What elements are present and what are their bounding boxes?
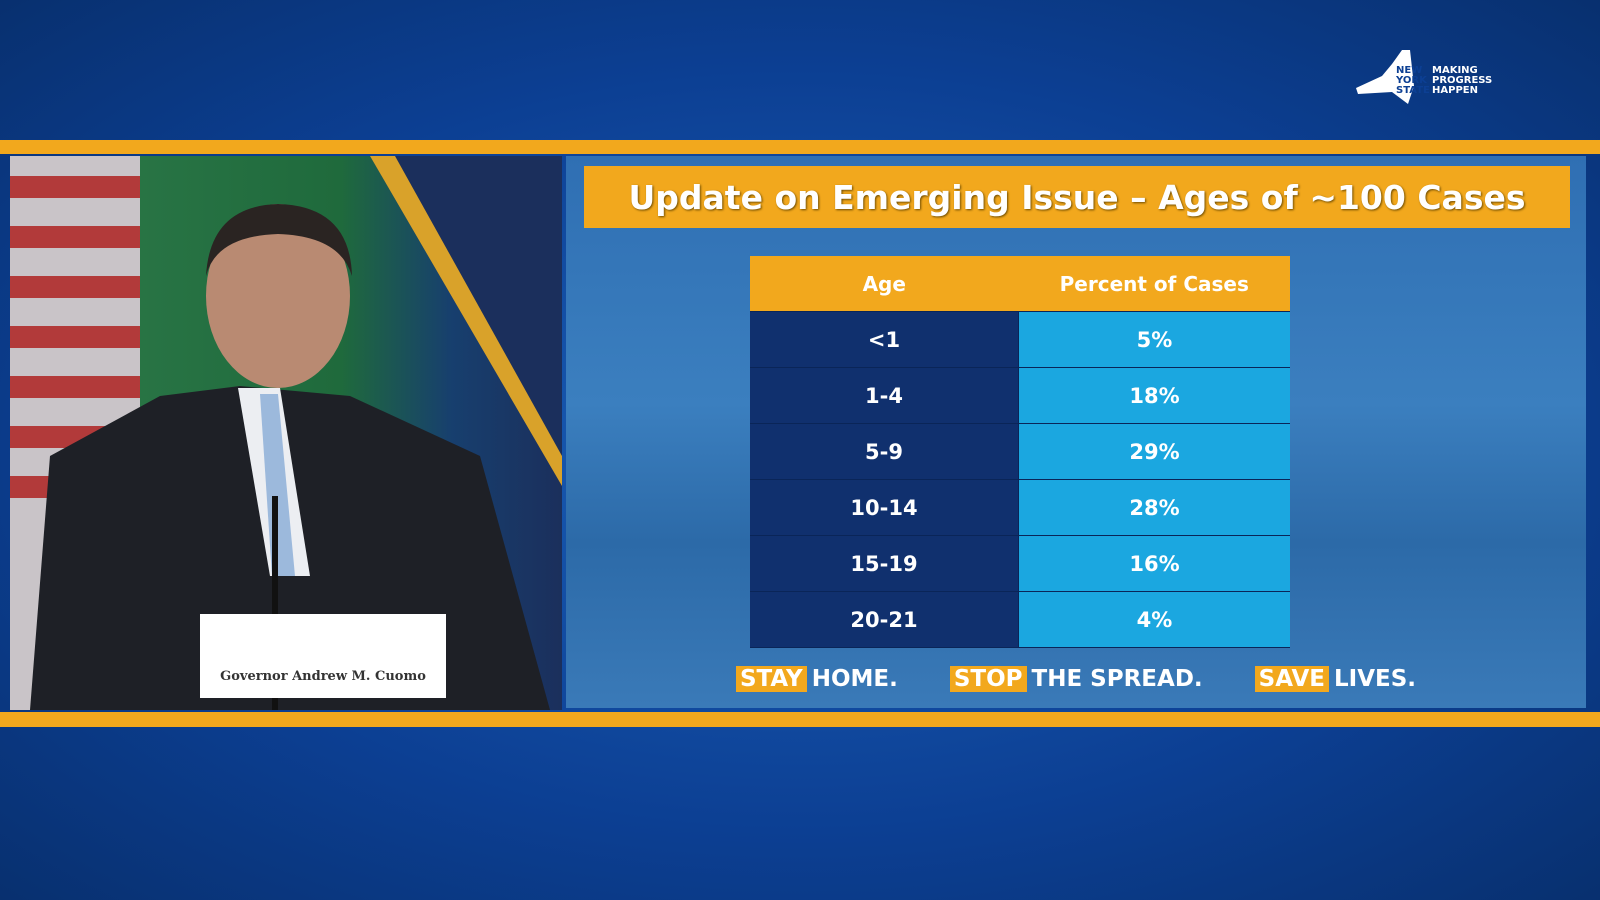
header-cell: Percent of Cases: [1018, 256, 1290, 312]
table-row: <1 5%: [750, 311, 1290, 368]
nameplate: Governor Andrew M. Cuomo: [200, 614, 446, 698]
bottom-stripe: [0, 712, 1600, 727]
slogan-highlight: SAVE: [1254, 666, 1329, 692]
table-row: 10-14 28%: [750, 479, 1290, 536]
table-row: 15-19 16%: [750, 535, 1290, 592]
header-row: Age Percent of Cases: [750, 256, 1290, 312]
slogan-highlight: STOP: [949, 666, 1027, 692]
slogans: STAY HOME. STOP THE SPREAD. SAVE LIVES.: [566, 666, 1586, 692]
table-cell: 18%: [1018, 367, 1290, 424]
table-cell: 20-21: [750, 591, 1019, 648]
speaker-scene: [10, 156, 562, 710]
cases-table: Age Percent of Cases <1 5% 1-4 18% 5-9 29% 10-14…: [750, 256, 1290, 648]
header-cell: Age: [750, 256, 1019, 312]
table-cell: 15-19: [750, 535, 1019, 592]
video-feed: Governor Andrew M. Cuomo: [10, 156, 562, 710]
top-stripe: [0, 140, 1600, 154]
table-cell: <1: [750, 311, 1019, 368]
slogan-highlight: STAY: [735, 666, 807, 692]
table-cell: 5-9: [750, 423, 1019, 480]
slogan-text: HOME.: [811, 666, 898, 692]
table-cell: 1-4: [750, 367, 1019, 424]
table-cell: 10-14: [750, 479, 1019, 536]
slogan: STAY HOME.: [735, 666, 898, 692]
slogan: SAVE LIVES.: [1254, 666, 1417, 692]
slogan-text: THE SPREAD.: [1031, 666, 1203, 692]
table-row: 1-4 18%: [750, 367, 1290, 424]
table-row: 5-9 29%: [750, 423, 1290, 480]
table-row: 20-21 4%: [750, 591, 1290, 648]
slogan: STOP THE SPREAD.: [949, 666, 1203, 692]
table-cell: 28%: [1018, 479, 1290, 536]
logo-motto: MAKING PROGRESS HAPPEN: [1432, 65, 1493, 96]
table-cell: 16%: [1018, 535, 1290, 592]
table-cell: 5%: [1018, 311, 1290, 368]
slogan-text: LIVES.: [1333, 666, 1417, 692]
logo: NEW YORK STATE MAKING PROGRESS HAPPEN: [1352, 46, 1512, 116]
table-cell: 29%: [1018, 423, 1290, 480]
logo-state: NEW YORK STATE: [1396, 65, 1430, 96]
table-cell: 4%: [1018, 591, 1290, 648]
slide-title: Update on Emerging Issue – Ages of ~100 …: [584, 166, 1570, 228]
slide: Update on Emerging Issue – Ages of ~100 …: [566, 156, 1586, 708]
state-shape: [1356, 50, 1414, 104]
